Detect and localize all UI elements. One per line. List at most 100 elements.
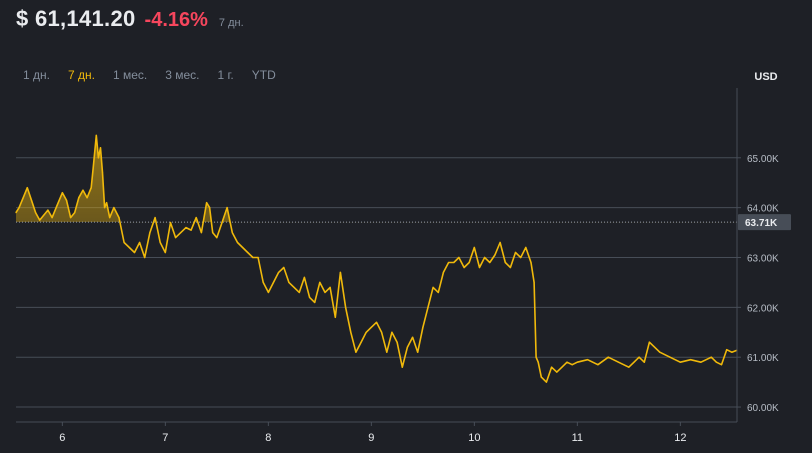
price-point: [329, 286, 331, 288]
price-point: [396, 341, 398, 343]
price-point: [473, 246, 475, 249]
tab-1-day[interactable]: 1 дн.: [23, 68, 50, 82]
price-point: [484, 256, 486, 259]
price-point: [128, 246, 130, 249]
price-point: [537, 361, 539, 363]
price-point: [648, 341, 651, 343]
price-point: [545, 381, 548, 383]
price-point: [437, 291, 439, 293]
price-point: [669, 356, 671, 358]
price-point: [463, 266, 465, 269]
price-point: [427, 306, 429, 308]
price-point: [288, 281, 290, 283]
tab-ytd[interactable]: YTD: [251, 68, 276, 82]
price-point: [597, 364, 599, 366]
price-point: [164, 251, 166, 254]
price-point: [169, 222, 172, 224]
price-point: [175, 237, 177, 239]
price-point: [365, 331, 367, 333]
price-point: [298, 291, 300, 293]
price-point: [504, 261, 506, 264]
price-point: [104, 207, 106, 209]
price-point: [478, 266, 481, 269]
price-point: [226, 207, 228, 209]
x-tick-label: 8: [265, 432, 271, 444]
price-point: [375, 321, 378, 323]
price-point: [18, 207, 20, 209]
price-point: [587, 359, 589, 361]
price-point: [236, 241, 239, 244]
price-point: [39, 219, 41, 221]
price-point: [15, 212, 17, 214]
price-point: [710, 356, 712, 358]
tab-7-days[interactable]: 7 дн.: [67, 68, 95, 82]
price-point: [453, 261, 455, 264]
price-point: [561, 366, 563, 368]
price-point: [726, 349, 728, 351]
price-point: [458, 256, 460, 259]
price-point: [185, 227, 187, 229]
price-point: [309, 296, 311, 298]
price-point: [720, 364, 723, 366]
y-axis-unit-label: USD: [754, 71, 777, 83]
price-point: [432, 286, 434, 288]
price-point: [525, 246, 527, 249]
price-point: [82, 189, 84, 191]
price-point: [715, 361, 718, 363]
price-point: [200, 232, 202, 234]
price-point: [247, 251, 249, 254]
price-point: [442, 271, 444, 273]
y-tick-label: 65.00K: [747, 154, 779, 165]
price-point: [628, 366, 630, 368]
price-point: [617, 361, 620, 363]
price-point: [314, 301, 316, 303]
price-point: [154, 217, 156, 219]
price-point: [90, 187, 92, 189]
tab-1-year[interactable]: 1 г.: [217, 68, 234, 82]
y-tick-label: 63.00K: [747, 253, 779, 264]
price-point: [113, 207, 115, 209]
price-point: [370, 326, 372, 328]
price-point: [576, 361, 578, 363]
price-point: [206, 202, 208, 204]
price-point: [257, 256, 259, 259]
price-point: [401, 366, 403, 368]
price-point: [412, 336, 414, 338]
price-point: [139, 241, 141, 244]
price-point: [509, 266, 511, 269]
y-tick-label: 61.00K: [747, 353, 779, 364]
price-point: [212, 232, 214, 234]
price-point: [78, 197, 80, 199]
reference-price-label: 63.71K: [745, 218, 778, 229]
price-point: [731, 351, 733, 353]
price-point: [422, 326, 424, 328]
price-point: [106, 202, 108, 204]
price-point: [22, 197, 24, 199]
price-point: [659, 351, 661, 353]
area-fill: [16, 135, 231, 223]
price-header: $ 61,141.20 -4.16% 7 дн.: [16, 6, 244, 36]
price-point: [679, 361, 681, 363]
tab-3-months[interactable]: 3 мес.: [165, 68, 200, 82]
price-point: [209, 207, 211, 209]
price-point: [195, 217, 197, 219]
price-point: [56, 204, 58, 206]
x-tick-label: 9: [368, 432, 374, 444]
price-point: [149, 232, 151, 234]
price-point: [690, 359, 692, 361]
y-tick-label: 60.00K: [747, 403, 779, 414]
price-point: [97, 157, 99, 159]
grid-lines: [16, 157, 737, 408]
price-point: [540, 376, 542, 378]
price-point: [468, 261, 470, 264]
tab-1-month[interactable]: 1 мес.: [112, 68, 148, 82]
y-tick-label: 64.00K: [747, 204, 779, 215]
price-point: [221, 222, 223, 224]
period-label: 7 дн.: [218, 17, 244, 29]
price-point: [133, 251, 136, 254]
price-point: [355, 351, 357, 353]
price-point: [51, 217, 53, 219]
price-point: [345, 306, 347, 308]
price-point: [556, 371, 558, 373]
